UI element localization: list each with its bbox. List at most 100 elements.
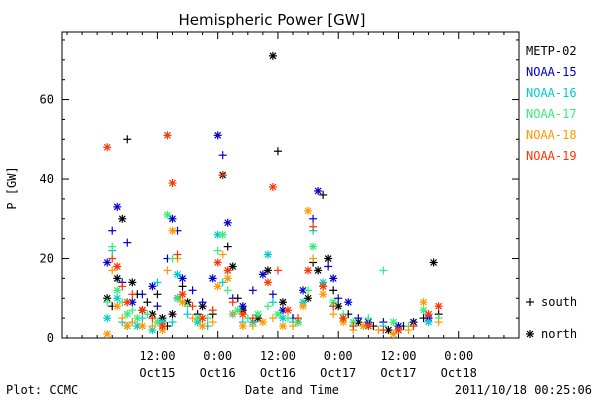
south-point: [108, 266, 117, 275]
north-point: [419, 306, 428, 315]
south-point: [364, 314, 373, 323]
south-point: [153, 302, 162, 311]
north-point: [113, 274, 122, 283]
north-point: [173, 294, 182, 303]
north-point: [268, 51, 277, 60]
south-point: [379, 266, 388, 275]
x-tick-date-label: Oct18: [441, 366, 477, 380]
south-point: [283, 314, 292, 323]
north-point: [314, 266, 323, 275]
legend-entry: NOAA-19: [526, 149, 577, 163]
north-point: [258, 270, 267, 279]
south-point: [289, 322, 298, 331]
north-point: [324, 254, 333, 263]
south-point: [108, 254, 117, 263]
south-point: [223, 286, 232, 295]
x-tick-time-label: 0:00: [444, 349, 473, 363]
south-point: [228, 298, 237, 307]
north-point: [133, 314, 142, 323]
south-point: [188, 314, 197, 323]
north-point: [133, 322, 142, 331]
south-point: [218, 151, 227, 160]
south-point: [218, 250, 227, 259]
south-point: [148, 314, 157, 323]
north-point: [178, 298, 187, 307]
north-point: [103, 330, 112, 339]
legend-entry: NOAA-18: [526, 128, 577, 142]
south-point: [294, 314, 303, 323]
north-point: [268, 182, 277, 191]
south-point: [208, 306, 217, 315]
south-point: [128, 306, 137, 315]
north-point: [173, 270, 182, 279]
north-point: [273, 310, 282, 319]
chart-title: Hemispheric Power [GW]: [179, 11, 366, 29]
x-tick-date-label: Oct17: [320, 366, 356, 380]
north-point: [278, 306, 287, 315]
y-tick-label: 60: [40, 93, 54, 107]
north-point: [424, 310, 433, 319]
legend-entry: NOAA-15: [526, 65, 577, 79]
north-point: [178, 274, 187, 283]
north-point: [103, 314, 112, 323]
south-point: [118, 282, 127, 291]
x-tick-date-label: Oct16: [260, 366, 296, 380]
south-point: [434, 318, 443, 327]
footer-plot-credit: Plot: CCMC: [6, 383, 78, 397]
north-point: [113, 202, 122, 211]
south-point: [409, 322, 418, 331]
south-point: [198, 298, 207, 307]
legend-entry: NOAA-17: [526, 107, 577, 121]
south-point: [163, 266, 172, 275]
north-point: [123, 310, 132, 319]
north-point: [238, 322, 247, 331]
south-point: [223, 242, 232, 251]
south-point: [123, 135, 132, 144]
north-point: [238, 302, 247, 311]
y-axis: 0 20 40 60: [40, 39, 519, 345]
south-point: [404, 326, 413, 335]
north-point: [168, 226, 177, 235]
north-point: [319, 282, 328, 291]
north-point: [304, 206, 313, 215]
legend-entry: METP-02: [526, 44, 577, 58]
north-point: [223, 274, 232, 283]
north-point: [223, 218, 232, 227]
footer-timestamp: 2011/10/18 00:25:06: [455, 383, 592, 397]
north-point: [429, 258, 438, 267]
x-tick-time-label: 0:00: [324, 349, 353, 363]
south-point: [123, 238, 132, 247]
x-axis: 12:00 Oct15 0:00 Oct16 12:00 Oct16 0:00 Oct17 12…: [66, 32, 520, 380]
south-point: [248, 286, 257, 295]
south-point: [329, 310, 338, 319]
south-point: [268, 290, 277, 299]
north-point: [384, 326, 393, 335]
north-point: [113, 302, 122, 311]
south-point: [329, 302, 338, 311]
north-point: [213, 258, 222, 267]
south-point: [268, 298, 277, 307]
south-point: [103, 298, 112, 307]
series-noaa-15: [103, 131, 433, 331]
south-point: [379, 326, 388, 335]
north-point: [103, 143, 112, 152]
legend: METP-02 NOAA-15 NOAA-16 NOAA-17 NOAA-18 NOAA-…: [526, 44, 577, 341]
legend-entry: NOAA-16: [526, 86, 577, 100]
north-point: [123, 298, 132, 307]
north-point: [148, 282, 157, 291]
south-point: [108, 226, 117, 235]
north-point: [304, 294, 313, 303]
north-point: [168, 179, 177, 188]
south-point: [268, 314, 277, 323]
south-point: [128, 318, 137, 327]
south-point: [248, 314, 257, 323]
north-point: [163, 131, 172, 140]
y-axis-label: P [GW]: [5, 166, 19, 209]
x-axis-label: Date and Time: [245, 383, 339, 397]
north-point: [113, 262, 122, 271]
north-point: [238, 310, 247, 319]
south-point: [188, 286, 197, 295]
north-point: [213, 282, 222, 291]
north-point: [278, 298, 287, 307]
north-point: [299, 302, 308, 311]
